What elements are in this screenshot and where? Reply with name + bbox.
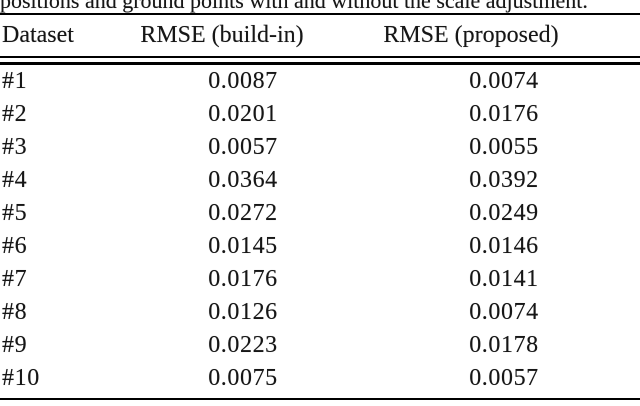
- rmse-builtin-cell: 0.0075: [208, 365, 278, 391]
- dataset-cell: #1: [2, 68, 28, 94]
- dataset-cell: #7: [2, 266, 28, 292]
- rmse-proposed-cell: 0.0055: [469, 134, 539, 160]
- rmse-builtin-cell: 0.0087: [208, 68, 278, 94]
- table-row: #5 0.0272 0.0249: [0, 197, 640, 230]
- rmse-proposed-cell: 0.0057: [469, 365, 539, 391]
- column-header-rmse-proposed: RMSE (proposed): [383, 22, 559, 48]
- header-row: Dataset RMSE (build-in) RMSE (proposed): [0, 15, 640, 56]
- rmse-proposed-cell: 0.0074: [469, 68, 539, 94]
- rmse-proposed-cell: 0.0146: [469, 233, 539, 259]
- table-row: #6 0.0145 0.0146: [0, 230, 640, 263]
- rmse-builtin-cell: 0.0364: [208, 167, 278, 193]
- rmse-proposed-cell: 0.0141: [469, 266, 539, 292]
- rmse-table-body: #1 0.0087 0.0074 #2 0.0201 0.0176 #3 0.0…: [0, 65, 640, 395]
- table-caption-text: positions and ground points with and wit…: [0, 0, 588, 13]
- rmse-builtin-cell: 0.0223: [208, 332, 278, 358]
- table-bottom-rule: [0, 398, 640, 400]
- dataset-cell: #10: [2, 365, 40, 391]
- table-top-rule: [0, 13, 640, 15]
- rmse-builtin-cell: 0.0126: [208, 299, 278, 325]
- rmse-proposed-cell: 0.0074: [469, 299, 539, 325]
- rmse-proposed-cell: 0.0249: [469, 200, 539, 226]
- header-spacer: [616, 15, 640, 56]
- dataset-cell: #8: [2, 299, 28, 325]
- rmse-builtin-cell: 0.0145: [208, 233, 278, 259]
- rmse-builtin-cell: 0.0176: [208, 266, 278, 292]
- table-row: #10 0.0075 0.0057: [0, 362, 640, 395]
- dataset-cell: #2: [2, 101, 28, 127]
- rmse-proposed-cell: 0.0178: [469, 332, 539, 358]
- rmse-builtin-cell: 0.0201: [208, 101, 278, 127]
- dataset-cell: #6: [2, 233, 28, 259]
- table-row: #4 0.0364 0.0392: [0, 164, 640, 197]
- rmse-builtin-cell: 0.0272: [208, 200, 278, 226]
- table-row: #9 0.0223 0.0178: [0, 329, 640, 362]
- dataset-cell: #4: [2, 167, 28, 193]
- table-row: #3 0.0057 0.0055: [0, 131, 640, 164]
- header-double-rule: [0, 56, 640, 65]
- rmse-builtin-cell: 0.0057: [208, 134, 278, 160]
- table-caption-clipped: positions and ground points with and wit…: [0, 0, 640, 13]
- column-header-dataset: Dataset: [2, 22, 74, 48]
- dataset-cell: #3: [2, 134, 28, 160]
- column-header-rmse-buildin: RMSE (build-in): [140, 22, 304, 48]
- rmse-proposed-cell: 0.0392: [469, 167, 539, 193]
- dataset-cell: #5: [2, 200, 28, 226]
- table-row: #8 0.0126 0.0074: [0, 296, 640, 329]
- rmse-table-header: Dataset RMSE (build-in) RMSE (proposed): [0, 15, 640, 56]
- rmse-proposed-cell: 0.0176: [469, 101, 539, 127]
- table-row: #7 0.0176 0.0141: [0, 263, 640, 296]
- table-row: #1 0.0087 0.0074: [0, 65, 640, 98]
- dataset-cell: #9: [2, 332, 28, 358]
- table-row: #2 0.0201 0.0176: [0, 98, 640, 131]
